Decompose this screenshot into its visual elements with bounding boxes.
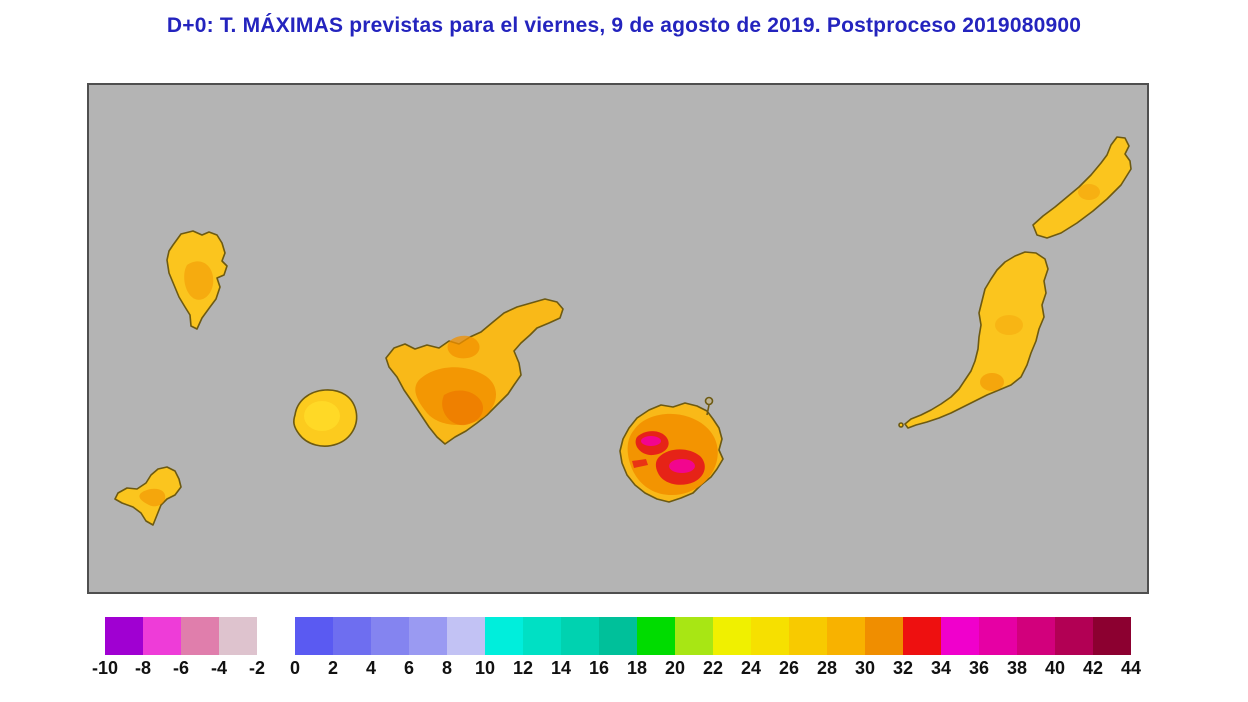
colorbar-cell [789, 617, 827, 655]
island-la-gomera [293, 389, 358, 447]
colorbar-cell [941, 617, 979, 655]
colorbar-cell [903, 617, 941, 655]
gran-canaria-red-dash [632, 459, 648, 468]
gran-canaria-magenta-core-west [641, 436, 661, 446]
tenerife-deep-orange-patch [442, 390, 484, 426]
colorbar-tick: 34 [930, 658, 952, 678]
colorbar-tick: 26 [778, 658, 800, 678]
colorbar-cell [523, 617, 561, 655]
colorbar-cold [105, 617, 257, 655]
colorbar-tick: 20 [664, 658, 686, 678]
island-fuerteventura [898, 251, 1049, 429]
colorbar-cell [1055, 617, 1093, 655]
colorbar-tick: 28 [816, 658, 838, 678]
canary-islands-map [87, 83, 1149, 594]
colorbar-tick: 38 [1006, 658, 1028, 678]
island-el-hierro [114, 466, 182, 526]
colorbar-cell [599, 617, 637, 655]
colorbar-tick: 10 [474, 658, 496, 678]
colorbar-cell [865, 617, 903, 655]
colorbar-tick: 24 [740, 658, 762, 678]
colorbar-cell [371, 617, 409, 655]
colorbar-tick: -8 [134, 658, 152, 678]
colorbar-tick: 42 [1082, 658, 1104, 678]
colorbar-cell [751, 617, 789, 655]
colorbar-tick: 0 [289, 658, 301, 678]
colorbar-cell [713, 617, 751, 655]
colorbar-tick: 14 [550, 658, 572, 678]
colorbar-tick: 30 [854, 658, 876, 678]
colorbar-cell [675, 617, 713, 655]
colorbar-cell [1017, 617, 1055, 655]
colorbar-cell [1093, 617, 1131, 655]
colorbar-tick: 44 [1120, 658, 1142, 678]
colorbar-cell [143, 617, 181, 655]
colorbar-cell [181, 617, 219, 655]
colorbar-cell [485, 617, 523, 655]
lanzarote-orange-patch [1078, 184, 1100, 200]
fuerteventura-tail-dot [898, 422, 904, 428]
el-hierro-warm-patch [139, 488, 166, 507]
colorbar-tick: -2 [248, 658, 266, 678]
colorbar-cell [979, 617, 1017, 655]
colorbar-tick: -10 [91, 658, 119, 678]
colorbar-tick: 12 [512, 658, 534, 678]
colorbar-tick: -6 [172, 658, 190, 678]
gran-canaria-magenta-core-center [669, 459, 695, 473]
islands-svg [114, 136, 1132, 526]
colorbar-warm [295, 617, 1131, 655]
colorbar-cell [561, 617, 599, 655]
colorbar-tick-labels: -10 -8 -6 -4 -2 0 2 4 6 8 10 12 14 16 18 20 22 24 26 28 30 32… [0, 658, 1248, 686]
colorbar-tick: 36 [968, 658, 990, 678]
page-title: D+0: T. MÁXIMAS previstas para el vierne… [166, 14, 1082, 37]
colorbar-tick: 6 [403, 658, 415, 678]
fuerteventura-orange-patch [980, 373, 1004, 391]
colorbar-tick: 16 [588, 658, 610, 678]
colorbar-tick: 22 [702, 658, 724, 678]
colorbar-cell [637, 617, 675, 655]
colorbar-tick: 40 [1044, 658, 1066, 678]
colorbar-cell [333, 617, 371, 655]
gran-canaria-islet [704, 396, 714, 406]
island-tenerife [385, 298, 564, 445]
fuerteventura-shape [904, 251, 1049, 429]
colorbar-tick: 2 [327, 658, 339, 678]
colorbar-cell [447, 617, 485, 655]
colorbar-tick: 18 [626, 658, 648, 678]
colorbar-tick: 8 [441, 658, 453, 678]
la-gomera-bright-patch [304, 401, 340, 431]
colorbar-cell [409, 617, 447, 655]
lanzarote-shape [1032, 136, 1132, 239]
la-palma-warm-patch [184, 261, 214, 300]
colorbar-tick: 4 [365, 658, 377, 678]
colorbar-cell [105, 617, 143, 655]
colorbar-cell [219, 617, 257, 655]
island-gran-canaria [619, 396, 724, 503]
colorbar-tick: 32 [892, 658, 914, 678]
island-lanzarote [1032, 136, 1132, 239]
tenerife-orange-patch-north [447, 335, 480, 359]
gran-canaria-islet-stem [706, 404, 710, 416]
fuerteventura-orange-patch-faint [995, 315, 1023, 335]
colorbar-tick: -4 [210, 658, 228, 678]
colorbar-cell [295, 617, 333, 655]
island-la-palma [166, 230, 228, 330]
colorbar-cell [827, 617, 865, 655]
